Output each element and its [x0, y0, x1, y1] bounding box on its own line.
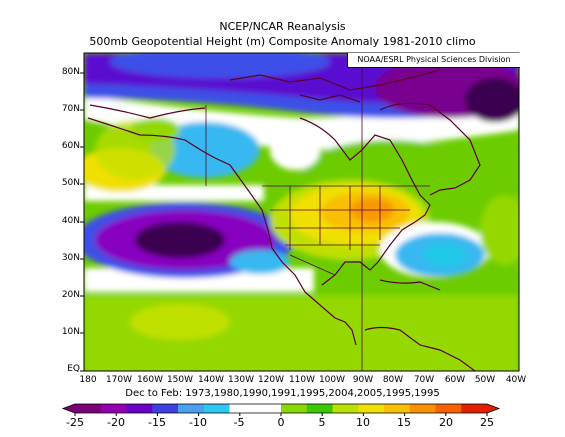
colorbar-tick: -10 — [189, 416, 207, 429]
lon-label: 110W — [288, 375, 316, 385]
axis-ticks — [80, 72, 84, 372]
colorbar-segment — [306, 404, 333, 413]
lon-label: 40W — [505, 375, 527, 385]
colorbar-segment — [332, 404, 359, 413]
chart-title: NCEP/NCAR Reanalysis — [219, 20, 346, 33]
colorbar-segment — [126, 404, 153, 413]
colorbar-segment — [75, 404, 102, 413]
lon-label: 130W — [227, 375, 255, 385]
colorbar-segment — [100, 404, 127, 413]
colorbar-segment — [384, 404, 411, 413]
lat-label: 10N — [61, 327, 80, 337]
colorbar-tick: 0 — [277, 416, 285, 429]
colorbar-segment — [203, 404, 230, 413]
colorbar-segment — [435, 404, 462, 413]
credit-label: NOAA/ESRL Physical Sciences Division — [347, 53, 520, 68]
lon-label: 100W — [318, 375, 346, 385]
lat-label: 80N — [61, 67, 80, 77]
colorbar-segment — [152, 404, 179, 413]
colorbar-segment — [281, 404, 308, 413]
chart-subtitle: 500mb Geopotential Height (m) Composite … — [89, 35, 476, 48]
lon-label: 150W — [166, 375, 194, 385]
anomaly-field — [84, 53, 519, 371]
lon-label: 80W — [382, 375, 404, 385]
colorbar-tick: -5 — [233, 416, 245, 429]
colorbar-segment — [461, 404, 488, 413]
lat-label: 30N — [61, 253, 80, 263]
colorbar-segment — [229, 404, 256, 413]
composite-years: Dec to Feb: 1973,1980,1990,1991,1995,200… — [125, 388, 440, 399]
borders — [205, 53, 430, 371]
colorbar-tick: -15 — [148, 416, 166, 429]
colorbar-tick: -25 — [66, 416, 84, 429]
coastlines — [87, 69, 481, 371]
colorbar-segment — [178, 404, 205, 413]
colorbar-tick: 15 — [397, 416, 411, 429]
lon-label: 160W — [136, 375, 164, 385]
colorbar-segment — [255, 404, 282, 413]
colorbar-tick: 20 — [439, 416, 453, 429]
lon-label: 170W — [105, 375, 133, 385]
colorbar-labels: -25 -20 -15 -10 -5 0 5 10 15 20 25 — [0, 416, 565, 430]
lon-label: 180 — [79, 375, 97, 385]
colorbar-tick: 5 — [318, 416, 326, 429]
lon-label: 120W — [257, 375, 285, 385]
lat-label: 40N — [61, 216, 80, 226]
colorbar-low-arrow — [63, 404, 75, 413]
lat-label: 70N — [61, 104, 80, 114]
lon-label: 60W — [444, 375, 466, 385]
lon-label: 70W — [413, 375, 435, 385]
lat-label: 50N — [61, 178, 80, 188]
colorbar-segment — [358, 404, 385, 413]
lon-label: 140W — [197, 375, 225, 385]
colorbar-high-arrow — [487, 404, 499, 413]
colorbar — [61, 403, 501, 416]
lat-label: EQ — [67, 364, 80, 374]
lon-label: 50W — [474, 375, 496, 385]
colorbar-tick: 10 — [356, 416, 370, 429]
lat-label: 20N — [61, 290, 80, 300]
colorbar-segment — [409, 404, 436, 413]
lat-label: 60N — [61, 141, 80, 151]
colorbar-tick: 25 — [480, 416, 494, 429]
colorbar-tick: -20 — [107, 416, 125, 429]
lon-label: 90W — [352, 375, 374, 385]
